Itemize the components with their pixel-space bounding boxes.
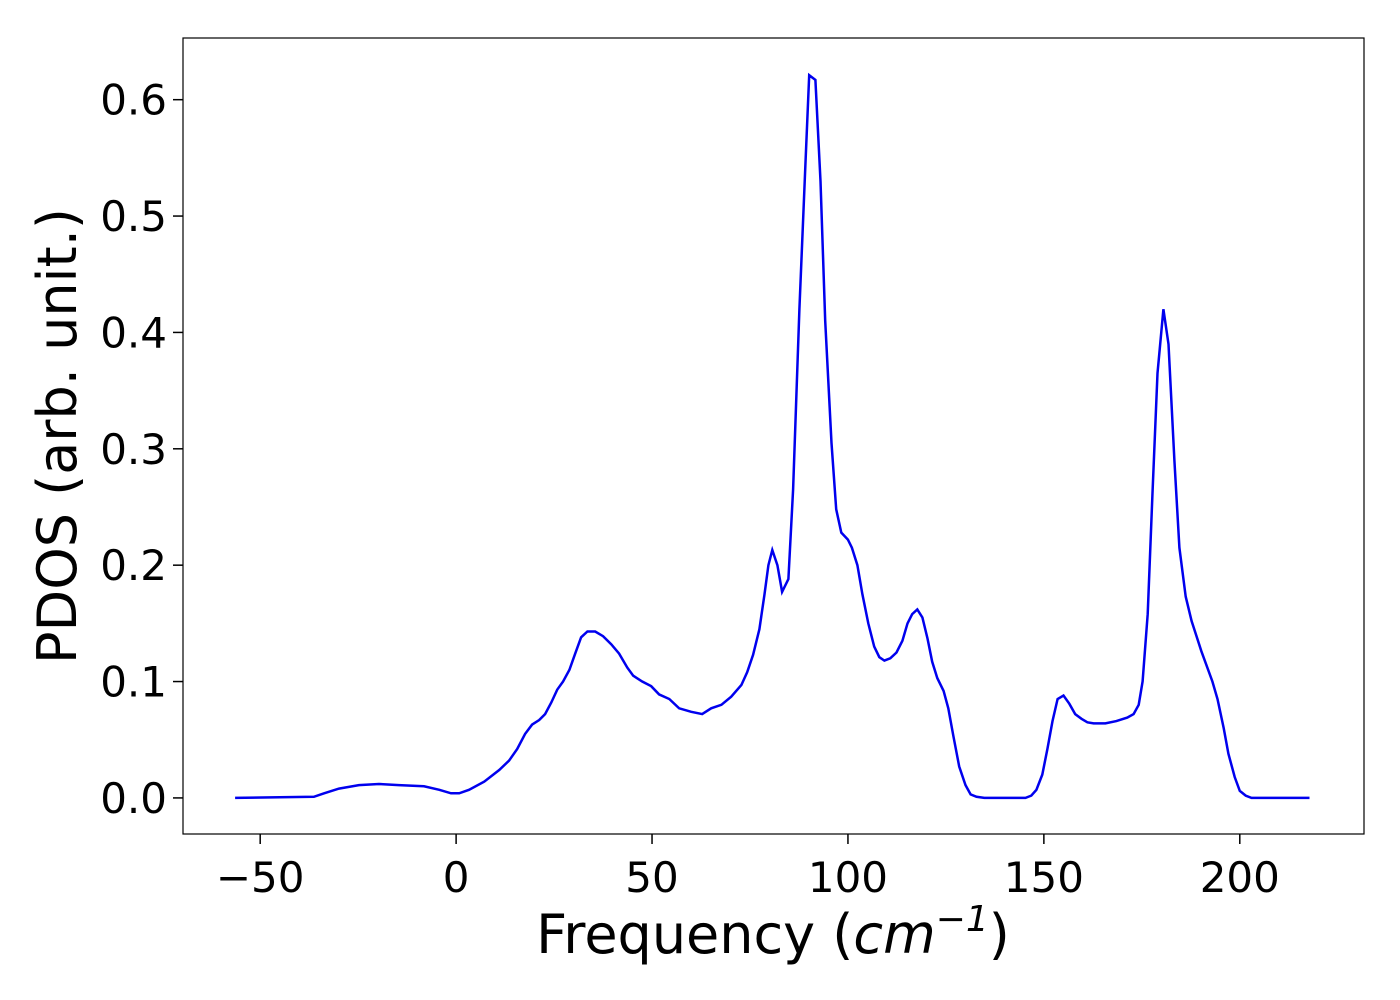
x-tick-label: 50 (625, 853, 678, 902)
y-axis-label: PDOS (arb. unit.) (26, 208, 89, 664)
y-tick-label: 0.5 (100, 192, 167, 241)
x-tick-label: 0 (443, 853, 470, 902)
x-tick-label: 150 (1004, 853, 1084, 902)
x-tick-label: 200 (1200, 853, 1280, 902)
plot-frame (182, 37, 1365, 835)
y-tick-label: 0.6 (100, 76, 167, 125)
x-tick-label: 100 (808, 853, 888, 902)
y-tick-label: 0.3 (100, 425, 167, 474)
y-tick-label: 0.0 (100, 774, 167, 823)
x-tick-label: −50 (216, 853, 305, 902)
y-tick-label: 0.1 (100, 658, 167, 707)
y-tick-label: 0.2 (100, 541, 167, 590)
y-tick-label: 0.4 (100, 308, 167, 357)
x-axis-label: Frequency (cm−1) (536, 899, 1010, 966)
data-line (235, 72, 1310, 800)
